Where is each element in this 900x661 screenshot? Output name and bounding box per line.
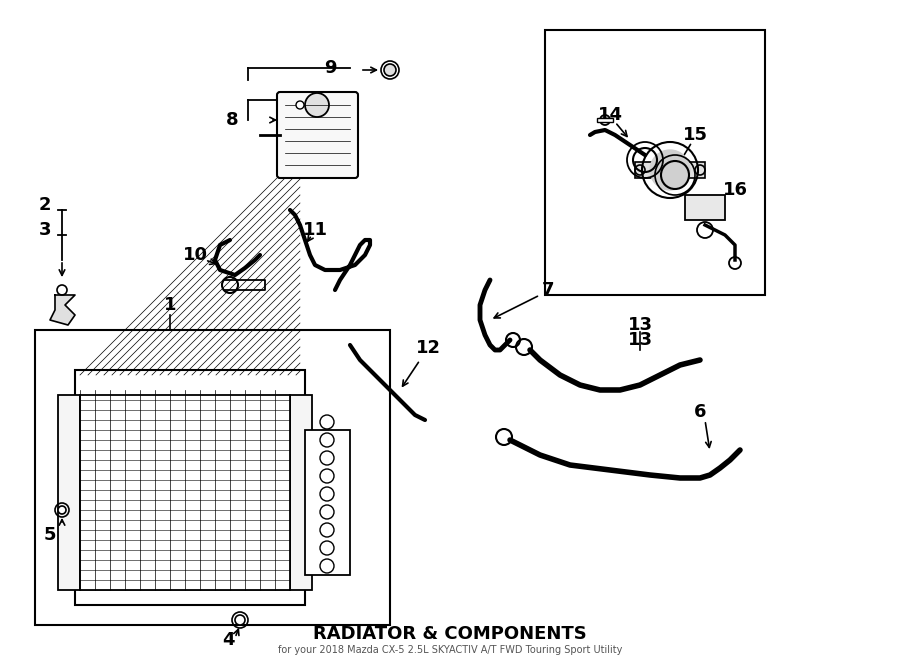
Circle shape bbox=[305, 93, 329, 117]
Bar bbox=[545, 30, 765, 295]
Bar bbox=[685, 195, 725, 220]
Text: 5: 5 bbox=[44, 526, 56, 544]
Circle shape bbox=[320, 415, 334, 429]
Text: 1: 1 bbox=[164, 296, 176, 314]
Polygon shape bbox=[50, 295, 75, 325]
Text: 13: 13 bbox=[627, 316, 652, 334]
Text: 11: 11 bbox=[302, 221, 328, 239]
Text: 8: 8 bbox=[226, 111, 239, 129]
Bar bbox=[290, 395, 312, 590]
Text: 4: 4 bbox=[221, 631, 234, 649]
Bar bbox=[597, 118, 613, 122]
FancyBboxPatch shape bbox=[277, 92, 358, 178]
Text: 15: 15 bbox=[682, 126, 707, 144]
Circle shape bbox=[320, 523, 334, 537]
Bar bbox=[305, 430, 350, 575]
Bar bbox=[80, 395, 290, 590]
Text: for your 2018 Mazda CX-5 2.5L SKYACTIV A/T FWD Touring Sport Utility: for your 2018 Mazda CX-5 2.5L SKYACTIV A… bbox=[278, 645, 622, 655]
Circle shape bbox=[320, 451, 334, 465]
Circle shape bbox=[58, 506, 66, 514]
Circle shape bbox=[320, 433, 334, 447]
Text: 6: 6 bbox=[694, 403, 706, 421]
Text: RADIATOR & COMPONENTS: RADIATOR & COMPONENTS bbox=[313, 625, 587, 643]
Circle shape bbox=[235, 615, 245, 625]
Circle shape bbox=[57, 285, 67, 295]
Circle shape bbox=[320, 541, 334, 555]
Bar bbox=[35, 330, 390, 625]
Bar bbox=[75, 370, 305, 605]
Circle shape bbox=[650, 150, 690, 190]
Text: 14: 14 bbox=[598, 106, 623, 124]
Circle shape bbox=[320, 559, 334, 573]
Text: 3: 3 bbox=[39, 221, 51, 239]
Bar bbox=[635, 162, 705, 178]
Circle shape bbox=[320, 505, 334, 519]
Circle shape bbox=[384, 64, 396, 76]
Circle shape bbox=[296, 101, 304, 109]
Text: 12: 12 bbox=[416, 339, 440, 357]
Text: 16: 16 bbox=[723, 181, 748, 199]
Text: 7: 7 bbox=[542, 281, 554, 299]
Circle shape bbox=[320, 487, 334, 501]
Circle shape bbox=[320, 469, 334, 483]
Bar bbox=[58, 395, 80, 590]
Text: 2: 2 bbox=[39, 196, 51, 214]
Text: 10: 10 bbox=[183, 246, 208, 264]
Text: 9: 9 bbox=[324, 59, 337, 77]
Text: 13: 13 bbox=[627, 331, 652, 349]
